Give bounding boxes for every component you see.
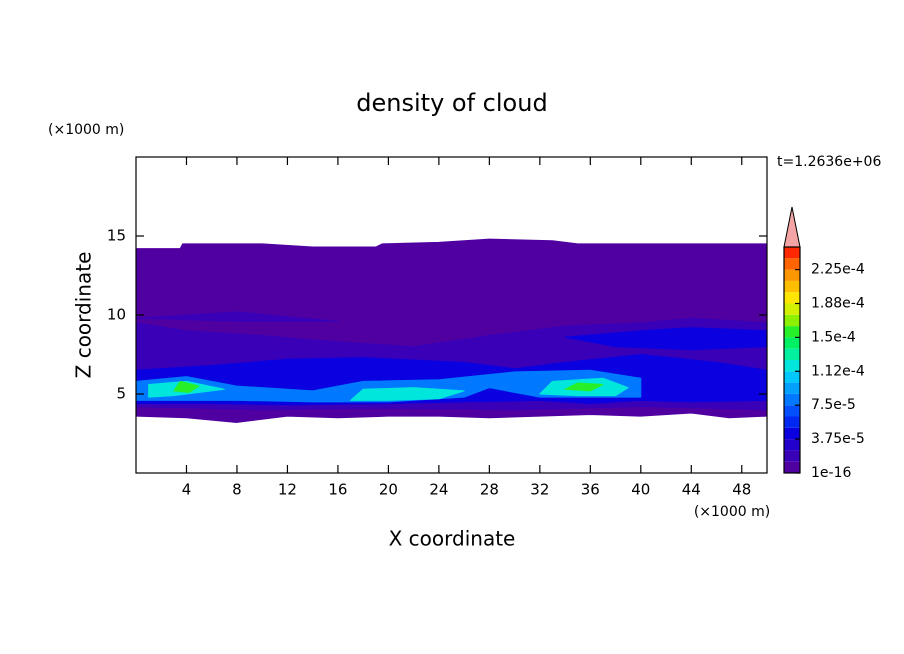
contour-region (173, 380, 200, 393)
colorbar-band (784, 371, 800, 383)
colorbar-band (784, 416, 800, 428)
contour-region (135, 311, 339, 322)
y-tick-label: 10 (107, 306, 126, 324)
colorbar-tick-label: 2.25e-4 (811, 262, 865, 278)
x-tick-label: 40 (631, 481, 650, 499)
colorbar-tick-label: 1.12e-4 (811, 363, 865, 379)
x-tick-label: 48 (732, 481, 751, 499)
x-tick-label: 32 (530, 481, 549, 499)
colorbar-band (784, 439, 800, 451)
contour-region (135, 369, 642, 403)
colorbar-band (784, 427, 800, 440)
colorbar-band (784, 258, 800, 270)
y-tick-label: 15 (107, 227, 126, 245)
colorbar-band (784, 405, 800, 417)
y-unit: (×1000 m) (48, 122, 124, 138)
colorbar-band (784, 247, 800, 259)
colorbar-tick-label: 3.75e-5 (811, 431, 865, 447)
colorbar-band (784, 348, 800, 360)
x-tick-label: 8 (232, 481, 242, 499)
x-tick-label: 4 (182, 481, 192, 499)
colorbar-extend (783, 206, 801, 248)
colorbar-band (784, 314, 800, 327)
colorbar-tick-label: 1e-16 (811, 465, 851, 481)
colorbar-tick-label: 1.5e-4 (811, 329, 856, 345)
x-unit: (×1000 m) (694, 504, 770, 520)
colorbar-band (784, 326, 800, 338)
y-tick-label: 5 (116, 385, 126, 403)
x-tick-label: 24 (429, 481, 448, 499)
time-label: t=1.2636e+06 (777, 154, 881, 170)
chart-title: density of cloud (356, 89, 547, 117)
colorbar-tick-label: 1.88e-4 (811, 296, 865, 312)
x-tick-label: 28 (480, 481, 499, 499)
colorbar-band (784, 303, 800, 315)
colorbar-band (784, 337, 800, 349)
colorbar-band (784, 393, 800, 406)
contour-region (350, 387, 465, 401)
x-tick-label: 44 (682, 481, 701, 499)
colorbar-band (784, 450, 800, 462)
colorbar-frame (783, 246, 801, 474)
x-tick-label: 20 (379, 481, 398, 499)
colorbar-band (784, 269, 800, 281)
x-tick-label: 12 (278, 481, 297, 499)
y-axis-label: Z coordinate (72, 252, 96, 379)
colorbar-tick-label: 7.5e-5 (811, 397, 856, 413)
colorbar-band (784, 382, 800, 394)
x-tick-label: 36 (581, 481, 600, 499)
colorbar-band (784, 280, 800, 293)
x-tick-label: 16 (328, 481, 347, 499)
colorbar-band (784, 292, 800, 304)
x-axis-label: X coordinate (389, 527, 516, 551)
colorbar-band (784, 461, 800, 473)
colorbar-band (784, 360, 800, 372)
contour-region (564, 382, 604, 392)
